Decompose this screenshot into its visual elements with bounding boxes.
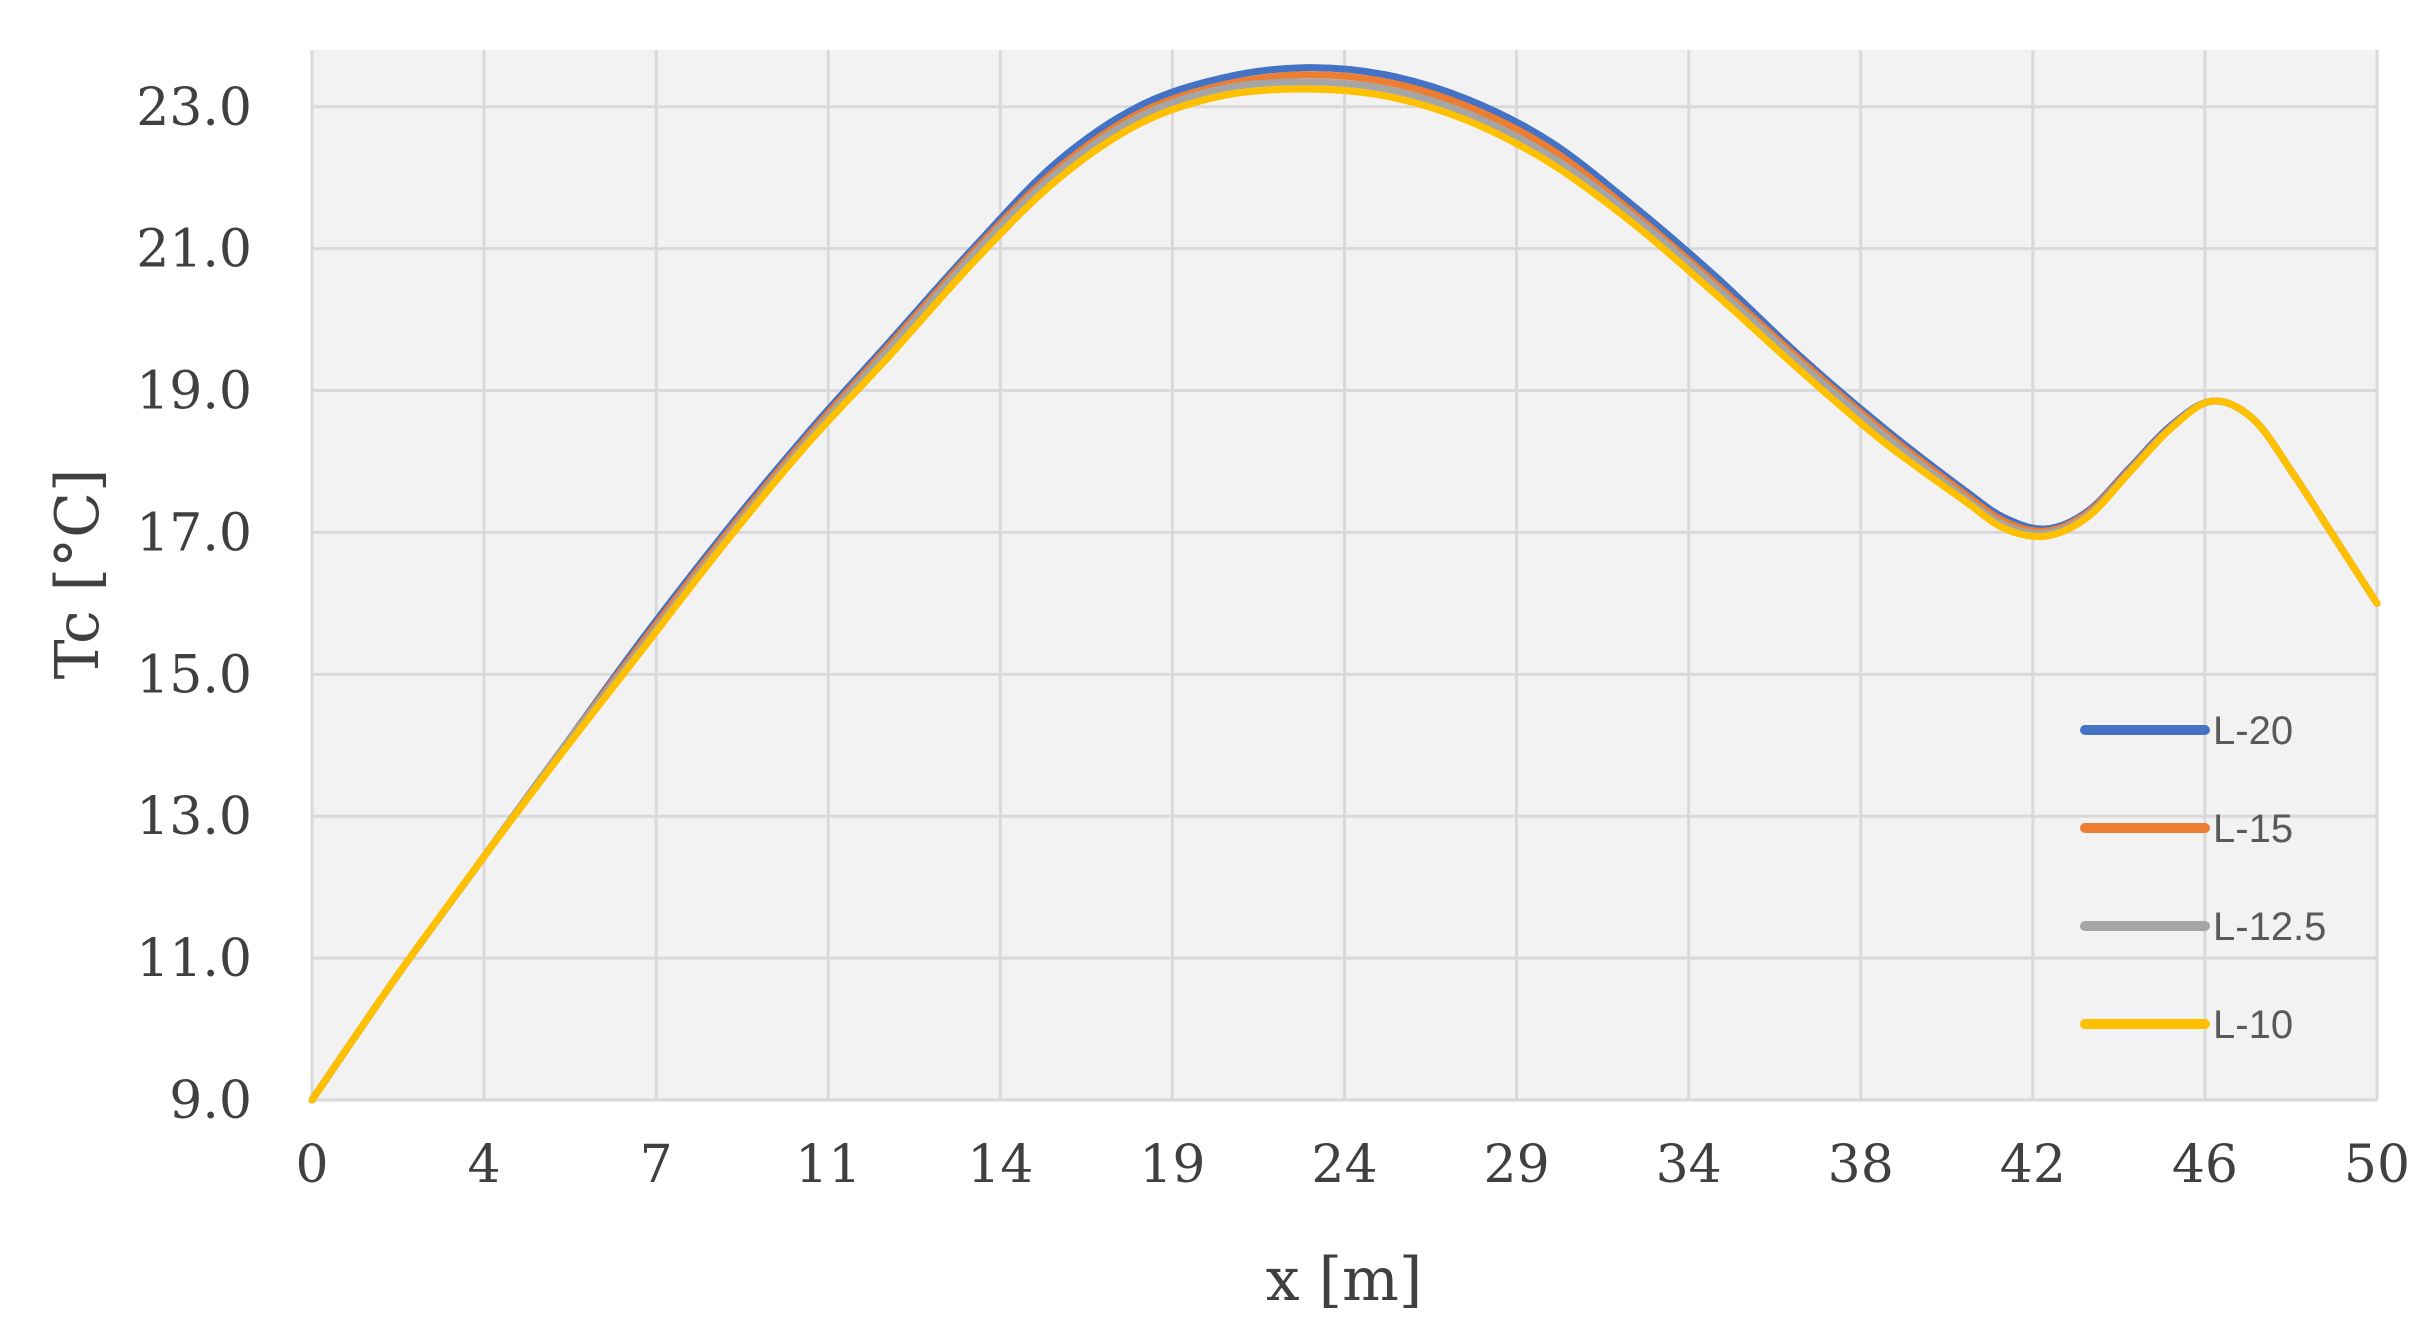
legend: L-20 L-15 L-12.5 L-10 (2080, 709, 2326, 1047)
x-tick-label: 4 (468, 1135, 501, 1195)
series-line-4 (308, 85, 2381, 1104)
y-tick-label: 11.0 (136, 929, 252, 989)
x-tick-label: 34 (1656, 1135, 1722, 1195)
x-tick-label: 29 (1483, 1135, 1549, 1195)
y-tick-label: 21.0 (136, 220, 252, 280)
x-tick-label: 0 (295, 1135, 328, 1195)
x-tick-label: 42 (2000, 1135, 2066, 1195)
y-tick-label: 9.0 (169, 1071, 252, 1131)
x-tick-label: 24 (1311, 1135, 1377, 1195)
y-tick-label: 17.0 (136, 503, 252, 563)
x-tick-label: 14 (967, 1135, 1033, 1195)
y-axis-title: Tc [°C] (43, 469, 113, 680)
legend-label: L-15 (2213, 807, 2293, 851)
x-tick-label: 46 (2172, 1135, 2238, 1195)
legend-label: L-20 (2213, 709, 2293, 753)
x-tick-label: 19 (1139, 1135, 1205, 1195)
grid-lines (310, 50, 2379, 1102)
x-tick-labels: 0 4 7 11 14 19 24 29 34 38 42 46 50 (295, 1135, 2410, 1195)
legend-label: L-10 (2213, 1003, 2293, 1047)
legend-label: L-12.5 (2213, 905, 2326, 949)
series-lines (308, 64, 2381, 1104)
y-tick-label: 13.0 (136, 787, 252, 847)
x-tick-label: 50 (2344, 1135, 2410, 1195)
x-axis-title: x [m] (1266, 1245, 1423, 1315)
y-tick-label: 23.0 (136, 78, 252, 138)
x-tick-label: 38 (1828, 1135, 1894, 1195)
x-tick-label: 11 (795, 1135, 861, 1195)
y-tick-label: 15.0 (136, 645, 252, 705)
y-tick-labels: 9.0 11.0 13.0 15.0 17.0 19.0 21.0 23.0 (136, 78, 252, 1131)
y-tick-label: 19.0 (136, 362, 252, 422)
x-tick-label: 7 (640, 1135, 673, 1195)
